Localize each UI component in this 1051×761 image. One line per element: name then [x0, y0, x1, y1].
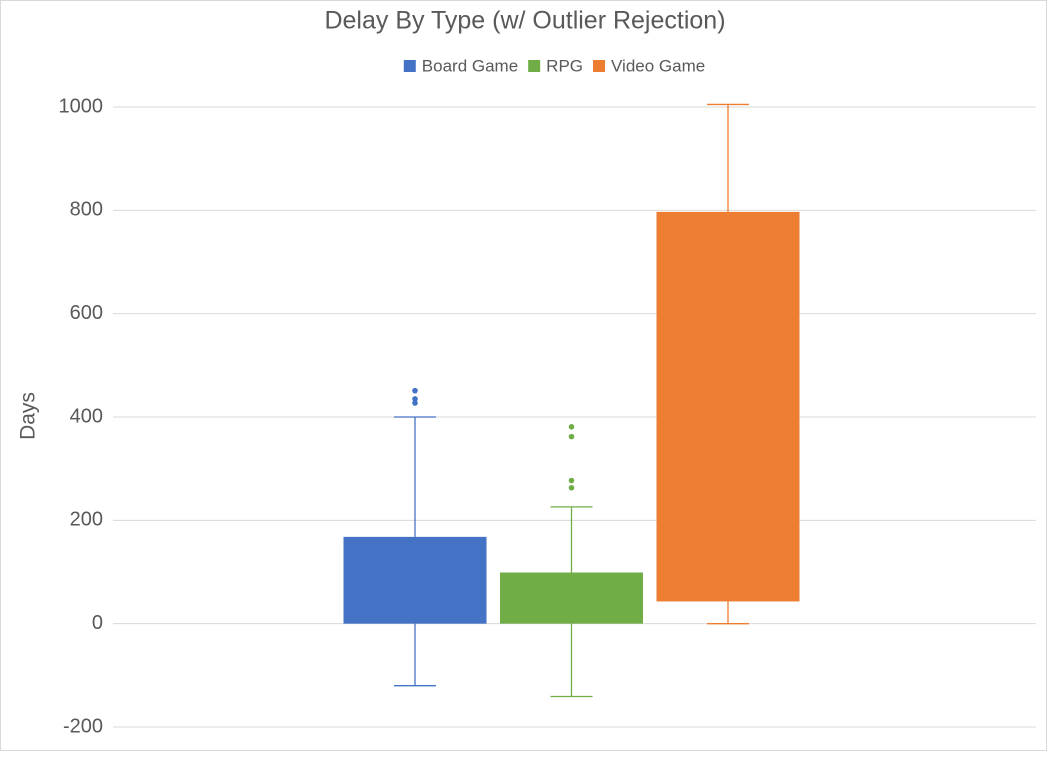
outlier [412, 400, 418, 406]
legend-swatch [593, 60, 606, 72]
outlier [412, 396, 418, 402]
legend-swatch [403, 60, 416, 72]
outlier [568, 477, 575, 484]
legend-label: RPG [546, 56, 583, 75]
box [656, 211, 800, 602]
outlier [568, 424, 575, 430]
legend-label: Board Game [422, 56, 518, 75]
y-tick-label: 600 [70, 302, 103, 324]
outlier [568, 484, 575, 491]
box [500, 572, 643, 624]
chart-title: Delay By Type (w/ Outlier Rejection) [324, 7, 725, 35]
box [343, 536, 487, 624]
y-tick-label: 800 [70, 199, 103, 221]
outlier [568, 433, 575, 440]
outlier [412, 387, 418, 394]
y-tick-label: 400 [70, 405, 103, 427]
legend-swatch [528, 60, 541, 72]
y-tick-label: 0 [92, 612, 103, 634]
y-tick-label: 200 [70, 509, 103, 531]
y-axis-label: Days [17, 392, 40, 440]
y-tick-label: 1000 [59, 95, 104, 117]
y-tick-label: -200 [63, 715, 103, 737]
legend-label: Video Game [611, 56, 705, 75]
